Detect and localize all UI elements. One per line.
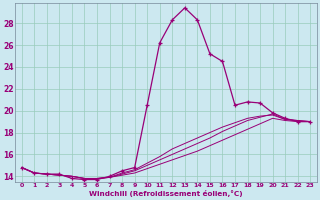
X-axis label: Windchill (Refroidissement éolien,°C): Windchill (Refroidissement éolien,°C)	[89, 190, 243, 197]
